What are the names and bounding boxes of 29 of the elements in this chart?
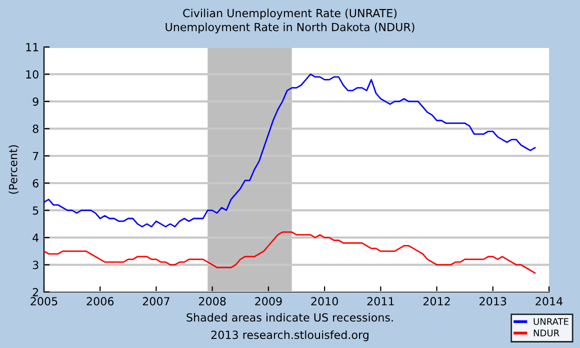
x-tick-label: 2007 xyxy=(142,297,170,306)
y-tick-label: 2 xyxy=(32,288,38,296)
y-axis-title: (Percent) xyxy=(8,145,19,194)
x-tick-label: 2014 xyxy=(536,297,563,306)
line-series xyxy=(44,231,536,274)
text: Shaded areas indicate US recessions. xyxy=(186,313,393,322)
y-tick-label: 4 xyxy=(32,234,39,242)
line-series xyxy=(44,74,536,228)
x-tick-label: 2008 xyxy=(199,297,226,306)
y-tick-label: 10 xyxy=(26,70,38,79)
y-tick-label: 6 xyxy=(32,179,38,188)
y-tick-label: 3 xyxy=(32,260,38,270)
text: 2013 research.stlouisfed.org xyxy=(211,330,368,342)
x-tick-label: 2013 xyxy=(480,297,506,306)
chart-title: Civilian Unemployment Rate (UNRATE) xyxy=(183,8,397,20)
y-tick-label: 8 xyxy=(32,124,38,134)
x-tick-label: 2006 xyxy=(86,297,114,306)
legend-label: NDUR xyxy=(534,330,560,336)
x-tick-label: 2012 xyxy=(423,297,450,306)
x-tick-label: 2009 xyxy=(255,297,282,306)
chart-subtitle: Unemployment Rate in North Dakota (NDUR) xyxy=(166,22,414,34)
x-tick-label: 2011 xyxy=(367,297,394,306)
y-tick-label: 11 xyxy=(26,43,38,52)
x-tick-label: 2005 xyxy=(30,297,58,306)
y-tick-label: 5 xyxy=(32,206,38,215)
y-tick-label: 7 xyxy=(32,152,38,160)
x-tick-label: 2010 xyxy=(311,297,338,306)
y-tick-label: 9 xyxy=(32,97,38,106)
legend-label: UNRATE xyxy=(534,318,568,325)
